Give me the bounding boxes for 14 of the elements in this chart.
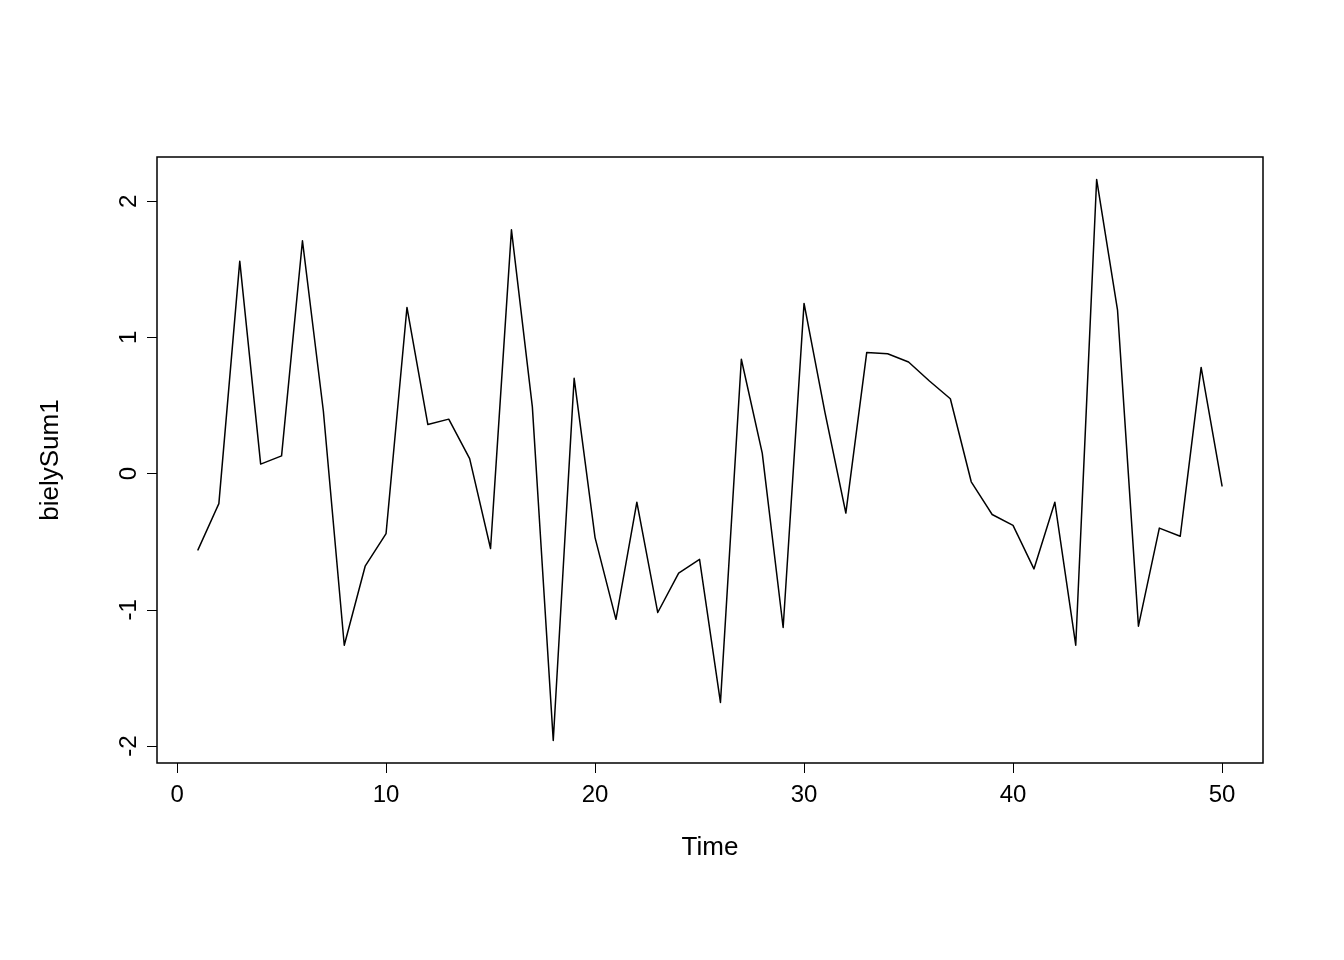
x-axis-title: Time [681, 831, 739, 861]
y-tick-label: -1 [113, 599, 141, 621]
y-tick-label: 0 [113, 466, 141, 481]
line-series [197, 178, 1223, 742]
x-tick-label: 50 [1208, 779, 1236, 807]
y-tick-label: 2 [113, 194, 141, 208]
x-tick-label: 30 [790, 779, 818, 807]
x-tick-label: 10 [372, 779, 400, 807]
x-tick-label: 0 [170, 779, 184, 807]
x-tick-label: 40 [999, 779, 1027, 807]
y-axis-title: bielySum1 [34, 399, 64, 521]
x-tick-label: 20 [581, 779, 609, 807]
y-tick-label: -2 [113, 735, 141, 757]
y-tick-label: 1 [113, 330, 141, 345]
